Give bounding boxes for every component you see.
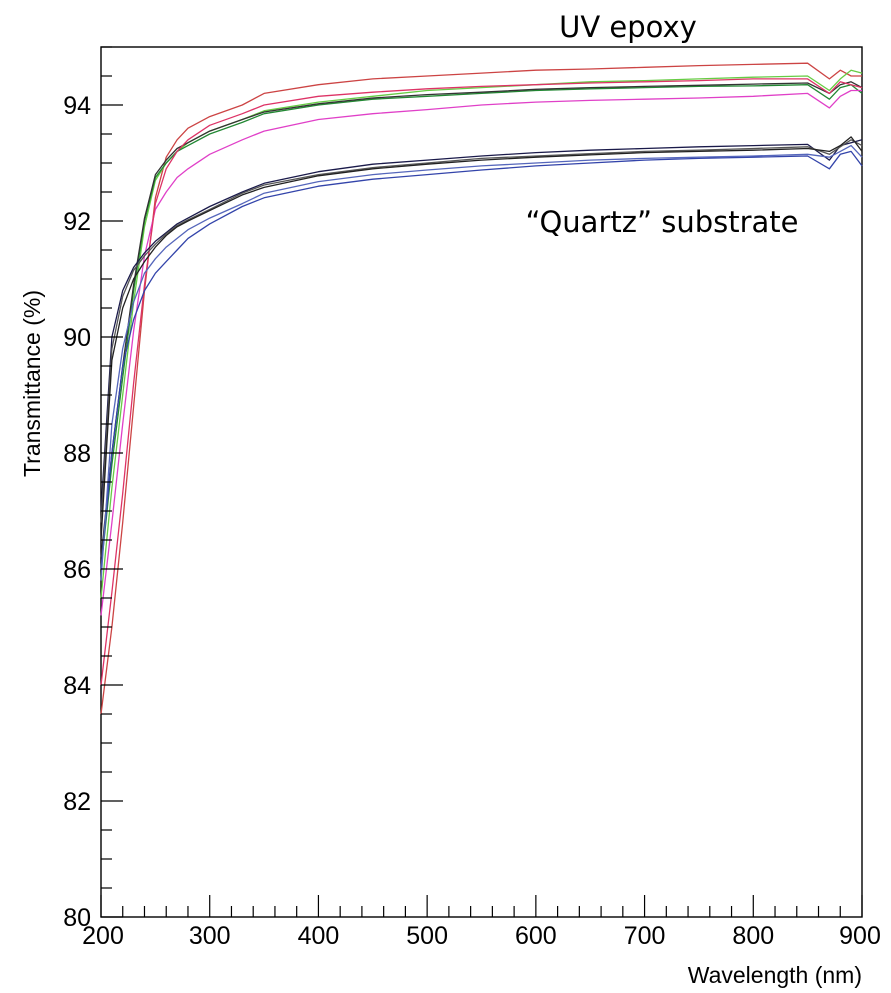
y-tick-label: 92: [63, 208, 91, 236]
x-tick-label: 800: [732, 922, 774, 950]
x-axis-title: Wavelength (nm): [688, 962, 862, 988]
plot-area: [100, 46, 863, 918]
y-tick-label: 86: [63, 556, 91, 584]
series-line-7: [100, 139, 863, 512]
series-line-8: [100, 139, 863, 523]
series-line-2: [100, 69, 863, 599]
y-tick-label: 90: [63, 324, 91, 352]
series-line-3: [100, 84, 863, 570]
axes-group: 200 300 400 500 600 700 800 900 80 82 84 86 88 90 92 94: [63, 46, 881, 950]
y-axis-title: Transmittance (%): [19, 290, 45, 477]
plot-frame: [100, 46, 863, 918]
x-tick-label: 900: [839, 922, 881, 950]
series-line-9: [100, 136, 863, 541]
y-tick-label: 84: [63, 672, 91, 700]
y-tick-label: 80: [63, 904, 91, 932]
x-tick-label: 700: [624, 922, 666, 950]
series-line-11: [100, 144, 863, 581]
annotation-quartz-substrate: “Quartz” substrate: [525, 205, 798, 239]
x-tick-label: 600: [515, 922, 557, 950]
x-tick-label: 300: [189, 922, 231, 950]
x-tick-label: 200: [82, 922, 124, 950]
series-group: [100, 62, 863, 715]
series-line-10: [100, 150, 863, 570]
x-tick-label: 400: [298, 922, 340, 950]
y-tick-label: 94: [63, 92, 91, 120]
y-tick-label: 88: [63, 440, 91, 468]
x-tick-label: 500: [406, 922, 448, 950]
annotation-uv-epoxy: UV epoxy: [559, 10, 697, 44]
y-tick-label: 82: [63, 788, 91, 816]
series-line-5: [100, 89, 862, 616]
series-line-1: [100, 62, 862, 715]
series-line-4: [100, 81, 863, 558]
